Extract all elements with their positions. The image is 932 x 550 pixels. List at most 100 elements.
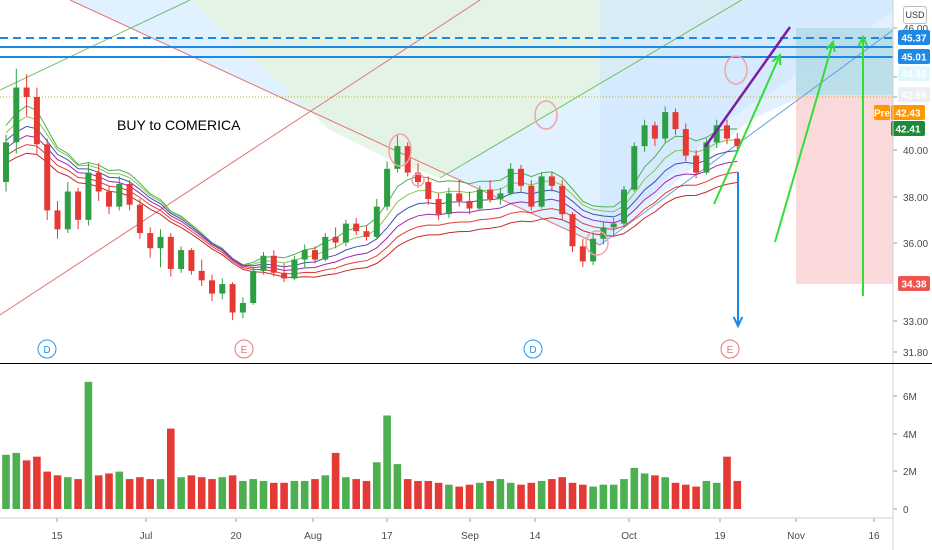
price-tag-value: 45.37 <box>901 34 926 45</box>
price-tag-value: 45.01 <box>901 53 926 64</box>
volume-bar <box>125 479 134 509</box>
green-arrow-2 <box>774 41 834 243</box>
volume-bar <box>321 475 330 509</box>
volume-bar <box>403 479 412 509</box>
pane-divider[interactable] <box>0 363 932 364</box>
highlight-circle <box>724 55 748 85</box>
volume-bar <box>712 482 721 509</box>
price-tag-bg <box>874 105 890 120</box>
price-tag: Pre <box>874 105 890 120</box>
candle-body <box>641 125 648 147</box>
volume-bar <box>630 467 639 509</box>
red-diagonal-line <box>69 0 601 246</box>
green-fan-line <box>439 0 743 179</box>
candle-body <box>569 214 576 247</box>
time-tick-label: 14 <box>529 531 541 542</box>
event-marker: D <box>523 339 543 359</box>
candle-body <box>456 193 463 201</box>
time-tick-label: Nov <box>787 531 805 542</box>
volume-bar <box>589 486 597 509</box>
volume-bar <box>270 482 278 509</box>
candle-body <box>693 155 700 173</box>
volume-bar <box>115 471 124 509</box>
volume-tick-label: 6M <box>903 392 917 403</box>
candle-body <box>672 112 679 130</box>
candle-body <box>270 255 277 273</box>
volume-bar <box>599 484 608 509</box>
currency-label[interactable]: USD <box>903 6 927 24</box>
candle-body <box>85 172 92 220</box>
price-tag-bg <box>898 87 930 102</box>
candle-body <box>136 204 143 234</box>
price-tag: 42.41 <box>891 121 925 136</box>
annotation-group: BUY to COMERICA <box>117 117 241 133</box>
candle-body <box>487 189 494 200</box>
candle-body <box>507 168 514 194</box>
price-tag-bg <box>898 49 930 64</box>
candle-body <box>631 146 638 190</box>
volume-bar <box>64 477 72 509</box>
candle-body <box>579 246 586 262</box>
volume-bar <box>692 486 700 509</box>
volume-bar <box>682 484 690 509</box>
event-marker-circle <box>37 339 57 359</box>
green-fan-line-left <box>0 0 191 91</box>
candle-body <box>548 176 555 186</box>
price-tick-label: 38.00 <box>903 193 928 204</box>
volume-bar <box>620 479 628 509</box>
candle-body <box>13 87 20 143</box>
price-tag-bg <box>898 66 930 81</box>
volume-bar <box>393 464 402 509</box>
blue-down-arrow-head <box>732 316 744 329</box>
event-marker-label: D <box>43 345 50 356</box>
volume-bar <box>53 475 62 509</box>
candle-body <box>157 236 164 249</box>
event-marker-circle <box>523 339 543 359</box>
volume-bar <box>651 475 659 509</box>
candle-body <box>64 191 71 230</box>
volume-bar <box>424 480 433 509</box>
price-tag-value: 42.41 <box>895 125 920 136</box>
volume-bar <box>94 475 103 509</box>
candle-body <box>219 284 226 294</box>
price-tick-label: 31.80 <box>903 348 928 359</box>
volume-bar <box>445 484 453 509</box>
candle-body <box>229 284 236 313</box>
candle-body <box>301 250 308 260</box>
volume-bar <box>733 480 742 509</box>
price-tick-label: 40.00 <box>903 146 928 157</box>
candle-body <box>476 189 483 209</box>
price-tag: 45.37 <box>898 30 930 45</box>
candle-body <box>518 168 524 186</box>
target-zone <box>796 28 893 95</box>
price-tick-label: 33.00 <box>903 317 928 328</box>
candle-body <box>590 238 597 262</box>
volume-bar <box>2 454 10 509</box>
volume-bar <box>517 484 525 509</box>
volume-bar <box>177 477 185 509</box>
candle-body <box>703 142 710 173</box>
price-tag: 34.38 <box>898 276 930 291</box>
time-tick-label: Jul <box>140 531 153 542</box>
volume-bar <box>43 471 51 509</box>
candle-body <box>75 191 82 220</box>
volume-bar <box>311 479 319 509</box>
highlight-circle <box>585 230 609 256</box>
volume-bar <box>249 479 257 509</box>
event-marker: D <box>37 339 57 359</box>
volume-tick-label: 0 <box>903 505 909 516</box>
drawing-overlays <box>0 0 894 316</box>
volume-bar <box>136 477 144 509</box>
candle-body <box>23 87 30 97</box>
candle-body <box>528 185 535 207</box>
price-tag: 42.43 <box>891 105 925 120</box>
volume-bar <box>434 482 443 509</box>
volume-bar <box>12 452 21 509</box>
volume-bar <box>373 462 381 509</box>
candle-body <box>250 270 257 304</box>
time-axis[interactable]: 15 Jul 20 Aug 17 Sep 14 Oct 19 Nov 16 <box>51 518 880 542</box>
volume-axis[interactable]: 6M 4M 2M 0 <box>893 392 917 516</box>
price-tag-bg <box>891 121 925 136</box>
